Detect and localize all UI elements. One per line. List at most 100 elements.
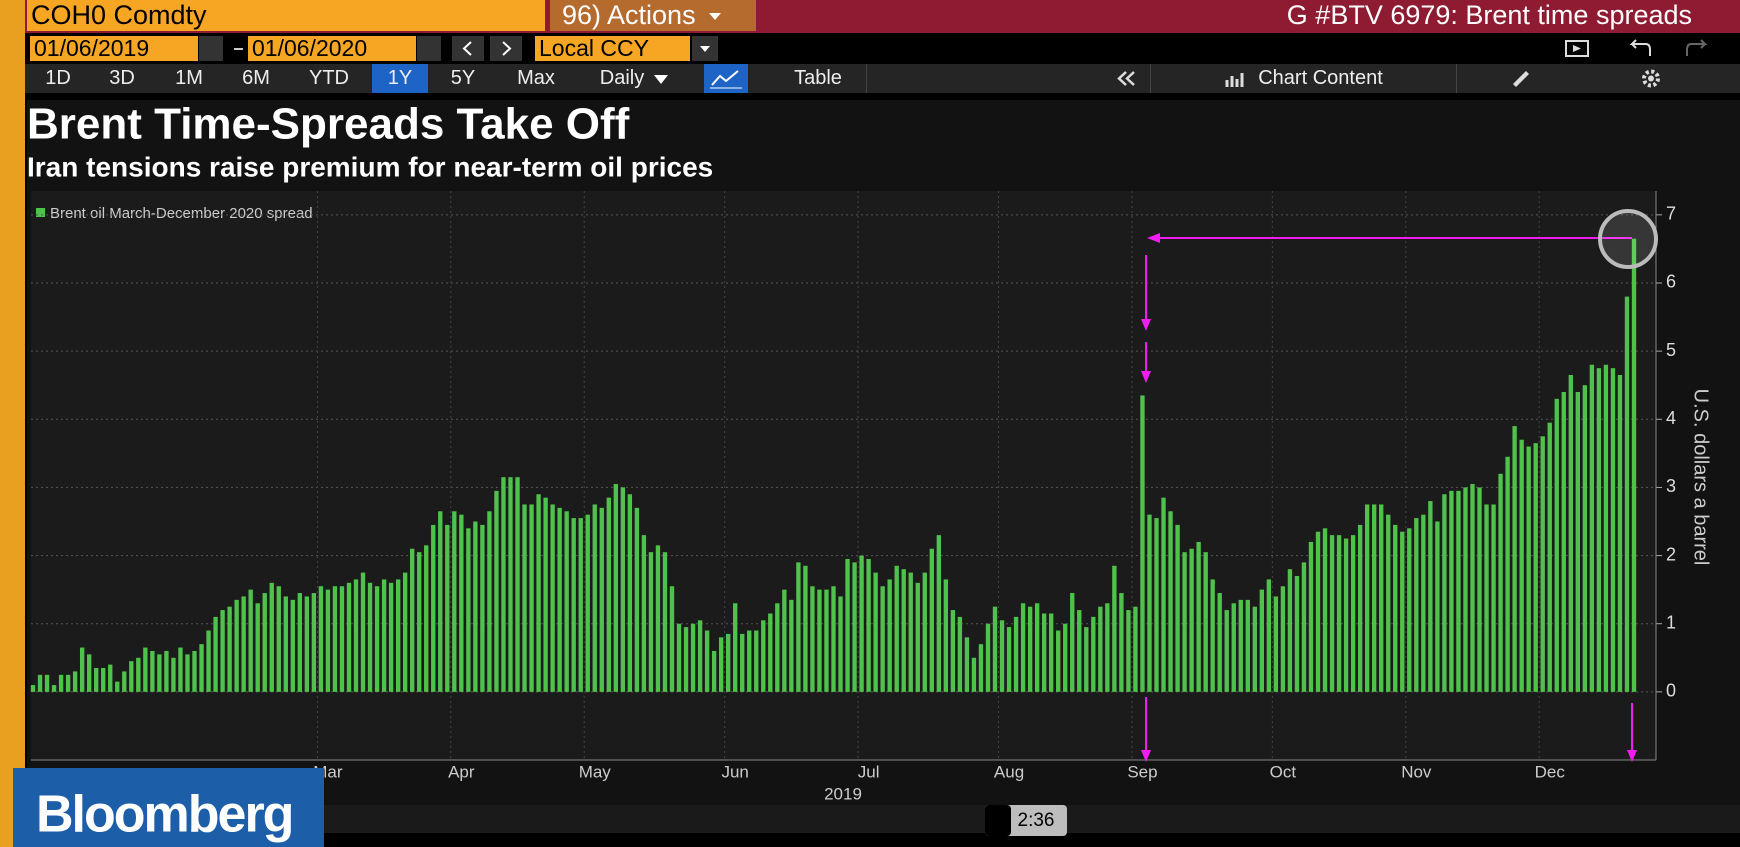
bar xyxy=(817,589,822,692)
bar xyxy=(466,528,471,692)
bar xyxy=(1575,392,1581,692)
legend-label: Brent oil March-December 2020 spread xyxy=(50,205,313,222)
bar xyxy=(1533,443,1538,692)
bar xyxy=(79,647,85,692)
bar xyxy=(754,630,759,692)
x-tick-label: Apr xyxy=(448,762,475,781)
security-field[interactable]: COH0 Comdty xyxy=(27,0,545,31)
nav-arrows[interactable] xyxy=(452,36,524,61)
collapse-button[interactable] xyxy=(1112,64,1142,93)
bar xyxy=(1301,562,1307,692)
calendar-button[interactable] xyxy=(417,36,441,61)
bar xyxy=(880,586,885,692)
bar xyxy=(1519,439,1524,692)
timestamp: 2:36 xyxy=(1018,810,1055,831)
bar xyxy=(1112,565,1117,692)
bar xyxy=(311,593,317,692)
bar xyxy=(1245,599,1250,692)
period-button-active[interactable]: 1Y xyxy=(372,64,428,93)
bar xyxy=(30,685,36,692)
status-bar xyxy=(27,805,1740,833)
bar xyxy=(1393,524,1398,692)
bar xyxy=(1435,521,1440,692)
currency-dropdown[interactable] xyxy=(692,36,718,61)
bar xyxy=(992,606,998,692)
table-button[interactable]: Table xyxy=(770,64,867,93)
period-button[interactable]: Max xyxy=(517,67,555,89)
bar xyxy=(985,623,991,692)
bar xyxy=(122,671,127,692)
bar xyxy=(1140,395,1145,692)
bar xyxy=(1161,497,1166,692)
legend-swatch xyxy=(36,208,45,217)
end-date[interactable]: 01/06/2020 xyxy=(248,35,416,61)
bar xyxy=(1027,606,1033,692)
bar xyxy=(262,593,267,692)
period-button[interactable]: 5Y xyxy=(450,67,476,89)
bar xyxy=(515,477,520,692)
dropdown-icon xyxy=(654,74,669,84)
bar xyxy=(192,650,197,692)
bar xyxy=(1196,541,1201,692)
bar xyxy=(1561,392,1566,692)
chart-content-button[interactable]: Chart Content xyxy=(1150,64,1457,93)
bar xyxy=(86,654,92,692)
calendar-button[interactable] xyxy=(199,36,223,61)
bar xyxy=(810,586,815,692)
timestamp-box xyxy=(985,805,1067,836)
frequency-select[interactable]: Daily xyxy=(585,64,685,93)
bar xyxy=(943,579,949,692)
start-date[interactable]: 01/06/2019 xyxy=(30,35,198,61)
arrow-head xyxy=(1141,371,1151,383)
actions-menu[interactable]: 96) Actions xyxy=(550,0,756,31)
bar xyxy=(915,582,920,692)
bar xyxy=(402,572,408,692)
bar xyxy=(747,630,752,692)
bar xyxy=(775,603,780,692)
bar xyxy=(852,562,857,692)
bar xyxy=(1238,599,1243,692)
bar xyxy=(1603,364,1609,692)
bar xyxy=(740,633,745,692)
period-button[interactable]: 6M xyxy=(242,67,270,89)
settings-button[interactable] xyxy=(1636,64,1666,93)
bar xyxy=(227,606,232,692)
bar xyxy=(241,596,246,692)
period-button[interactable]: 1D xyxy=(45,67,71,89)
line-chart-button[interactable] xyxy=(704,64,748,93)
bar xyxy=(1484,504,1489,692)
period-button[interactable]: 1M xyxy=(175,67,203,89)
bar xyxy=(1350,535,1356,692)
bar xyxy=(276,586,281,692)
bar xyxy=(248,589,253,692)
bar xyxy=(1442,494,1447,692)
period-button[interactable]: 3D xyxy=(109,67,135,89)
period-button[interactable]: YTD xyxy=(309,67,349,89)
left-strip xyxy=(0,0,25,847)
bar xyxy=(129,661,134,692)
bar xyxy=(473,521,478,692)
bar xyxy=(1470,484,1475,692)
x-tick-label: Sep xyxy=(1127,762,1157,781)
bar xyxy=(1006,627,1012,692)
bar xyxy=(1224,610,1229,692)
bar xyxy=(690,623,696,692)
currency-select[interactable]: Local CCY xyxy=(535,35,690,61)
bar xyxy=(178,647,183,692)
bar xyxy=(1105,603,1110,692)
bar xyxy=(929,548,934,692)
actions-label: 96) Actions xyxy=(562,0,696,30)
bar xyxy=(1336,535,1342,692)
bar xyxy=(1168,511,1173,692)
x-tick-label: May xyxy=(579,762,612,781)
bar xyxy=(108,664,113,692)
edit-button[interactable] xyxy=(1506,64,1536,93)
window-title: G #BTV 6979: Brent time spreads xyxy=(1286,0,1692,30)
bar xyxy=(887,579,892,692)
bar xyxy=(648,552,654,692)
window-icons[interactable] xyxy=(1560,36,1730,61)
bar xyxy=(136,657,141,692)
bar xyxy=(220,610,225,692)
bar xyxy=(115,681,120,692)
bar xyxy=(206,630,211,692)
